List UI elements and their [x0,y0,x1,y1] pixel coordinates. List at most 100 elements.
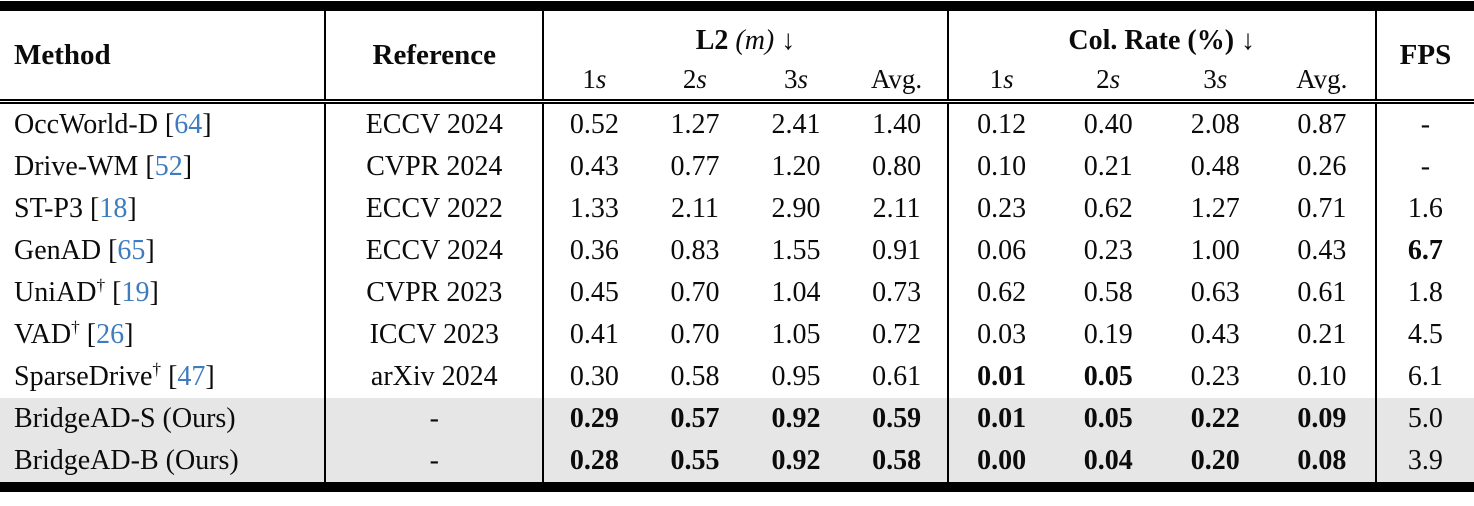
l2-value-cell: 0.58 [670,361,720,392]
header-l2-1s: 1s [542,59,645,104]
l2-value-cell: 0.61 [872,361,922,392]
l2-value-cell: 0.83 [670,235,720,266]
sub-suffix: s [1003,63,1014,94]
col-rate-value-cell: 0.05 [1083,361,1133,392]
method-cell: BridgeAD-S (Ours) [0,398,325,440]
col-rate-value-cell: 0.23 [1083,235,1133,266]
method-name: BridgeAD-B (Ours) [14,445,239,476]
header-method: Method [0,11,326,104]
col-rate-value-cell: 0.05 [1083,403,1133,434]
header-col-3s: 3s [1161,59,1269,104]
method-cell: Drive-WM [52] [14,151,193,182]
table-row: OccWorld-D [64] ECCV 2024 0.52 1.27 2.41 1.40… [0,101,1474,146]
citation-link[interactable]: 18 [99,193,128,224]
l2-value-cell: 0.92 [771,445,821,476]
dagger-icon: † [152,359,162,379]
l2-value-cell: 0.57 [670,403,720,434]
l2-value-cell: 1.05 [771,319,821,350]
sub-suffix: s [1109,63,1121,94]
l2-unit-label: (m) [735,25,775,56]
sub-suffix: s [797,63,808,94]
col-rate-value-cell: 0.10 [946,146,1055,188]
table-row: BridgeAD-S (Ours) -0.29 0.57 0.92 0.59 0.01 0.… [0,398,1474,440]
table-row: Drive-WM [52] CVPR 2024 0.43 0.77 1.20 0.80 0.… [0,146,1474,188]
col-rate-value-cell: 0.71 [1297,193,1347,224]
l2-value-cell: 0.52 [542,101,645,146]
col-rate-value-cell: 0.19 [1083,319,1133,350]
method-name: UniAD [14,277,97,308]
col-rate-value-cell: 1.27 [1190,193,1240,224]
citation-link[interactable]: 26 [96,319,125,350]
sub-suffix: s [696,63,707,94]
reference-cell: CVPR 2024 [324,146,544,188]
l2-value-cell: 0.73 [872,277,922,308]
l2-value-cell: 2.11 [670,193,719,224]
reference-cell: ICCV 2023 [324,314,544,356]
sub-label: 3 [783,63,798,94]
header-fps: FPS [1374,11,1474,104]
table-top-rule [0,1,1474,11]
header-col-2s: 2s [1054,59,1162,104]
method-name: SparseDrive [14,361,153,392]
citation-link[interactable]: 47 [177,361,206,392]
col-rate-value-cell: 0.48 [1190,151,1240,182]
l2-value-cell: 0.70 [670,319,720,350]
citation-link[interactable]: 64 [174,109,203,140]
l2-value-cell: 0.70 [670,277,720,308]
sub-label: 1 [582,63,596,94]
dagger-icon: † [71,317,80,337]
l2-value-cell: 0.55 [670,445,720,476]
fps-cell: 1.8 [1374,272,1474,314]
l2-value-cell: 0.77 [670,151,720,182]
sub-label: 1 [989,63,1004,94]
down-arrow-icon: ↓ [1241,25,1256,56]
reference-cell: - [324,398,544,440]
col-rate-value-cell: 0.23 [946,188,1055,230]
col-rate-value-cell: 0.40 [1083,109,1133,140]
reference-cell: arXiv 2024 [324,356,544,398]
l2-value-cell: 0.28 [542,440,645,482]
table-row: BridgeAD-B (Ours) -0.28 0.55 0.92 0.58 0.00 0.… [0,440,1474,482]
citation-link[interactable]: 65 [117,235,146,266]
header-group-row: Method Reference L2 (m) ↓ Col. Rate (%) … [0,11,1474,104]
l2-group-label: L2 [695,25,729,56]
l2-value-cell: 0.30 [542,356,645,398]
col-rate-value-cell: 0.04 [1083,445,1133,476]
col-rate-value-cell: 0.06 [946,230,1055,272]
col-rate-value-cell: 0.21 [1297,319,1347,350]
col-rate-value-cell: 0.23 [1190,361,1240,392]
table-row: UniAD† [19] CVPR 2023 0.45 0.70 1.04 0.73 0.62… [0,272,1474,314]
l2-value-cell: 0.58 [872,445,922,476]
col-rate-value-cell: 0.61 [1297,277,1347,308]
header-l2-2s: 2s [644,59,746,104]
l2-value-cell: 1.33 [542,188,645,230]
l2-value-cell: 2.90 [771,193,821,224]
fps-cell: 6.1 [1374,356,1474,398]
col-rate-value-cell: 0.10 [1297,361,1347,392]
col-rate-value-cell: 0.26 [1297,151,1347,182]
l2-value-cell: 2.41 [771,109,821,140]
method-name: BridgeAD-S (Ours) [14,403,236,434]
l2-value-cell: 0.72 [872,319,922,350]
col-rate-value-cell: 0.01 [946,398,1055,440]
l2-value-cell: 1.55 [771,235,821,266]
dagger-icon: † [96,275,106,295]
col-rate-value-cell: 0.21 [1083,151,1133,182]
l2-value-cell: 1.20 [771,151,821,182]
l2-value-cell: 0.95 [771,361,821,392]
table-header: Method Reference L2 (m) ↓ Col. Rate (%) … [0,11,1474,104]
header-sub-row: 1s 2s 3s Avg. 1s 2s 3s Avg. [0,59,1474,104]
col-rate-value-cell: 0.03 [946,314,1055,356]
down-arrow-icon: ↓ [781,25,796,56]
col-rate-value-cell: 0.87 [1297,109,1347,140]
method-name: ST-P3 [14,193,84,224]
citation-link[interactable]: 19 [121,277,150,308]
citation-link[interactable]: 52 [154,151,183,182]
fps-cell: - [1374,101,1474,146]
header-l2-3s: 3s [745,59,847,104]
l2-value-cell: 0.92 [771,403,821,434]
fps-cell: 3.9 [1374,440,1474,482]
l2-value-cell: 2.11 [872,193,921,224]
sub-label: Avg. [870,63,923,94]
reference-cell: - [324,440,544,482]
